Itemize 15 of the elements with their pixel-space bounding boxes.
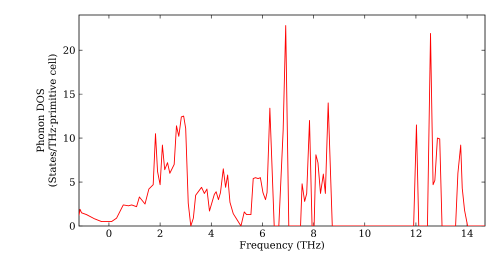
x-axis-title: Frequency (THz) xyxy=(240,240,324,251)
x-tick-label: 4 xyxy=(208,230,214,237)
x-tick-label: 10 xyxy=(360,230,370,238)
x-tick-label: 12 xyxy=(410,230,422,237)
x-tick-label: 14 xyxy=(462,230,473,237)
y-tick-label: 10 xyxy=(64,134,75,142)
y-tick-label: 15 xyxy=(64,90,75,98)
y-axis-title: Phonon DOS (States/THz·primitive cell) xyxy=(36,54,58,186)
x-tick-label: 6 xyxy=(260,230,265,238)
x-tick-label: 2 xyxy=(158,230,162,237)
y-tick-label: 20 xyxy=(63,46,75,54)
x-tick-label: 8 xyxy=(311,230,316,238)
x-tick-label: 0 xyxy=(106,230,112,238)
y-tick-label: 0 xyxy=(70,222,75,230)
y-tick-label: 5 xyxy=(70,178,75,186)
